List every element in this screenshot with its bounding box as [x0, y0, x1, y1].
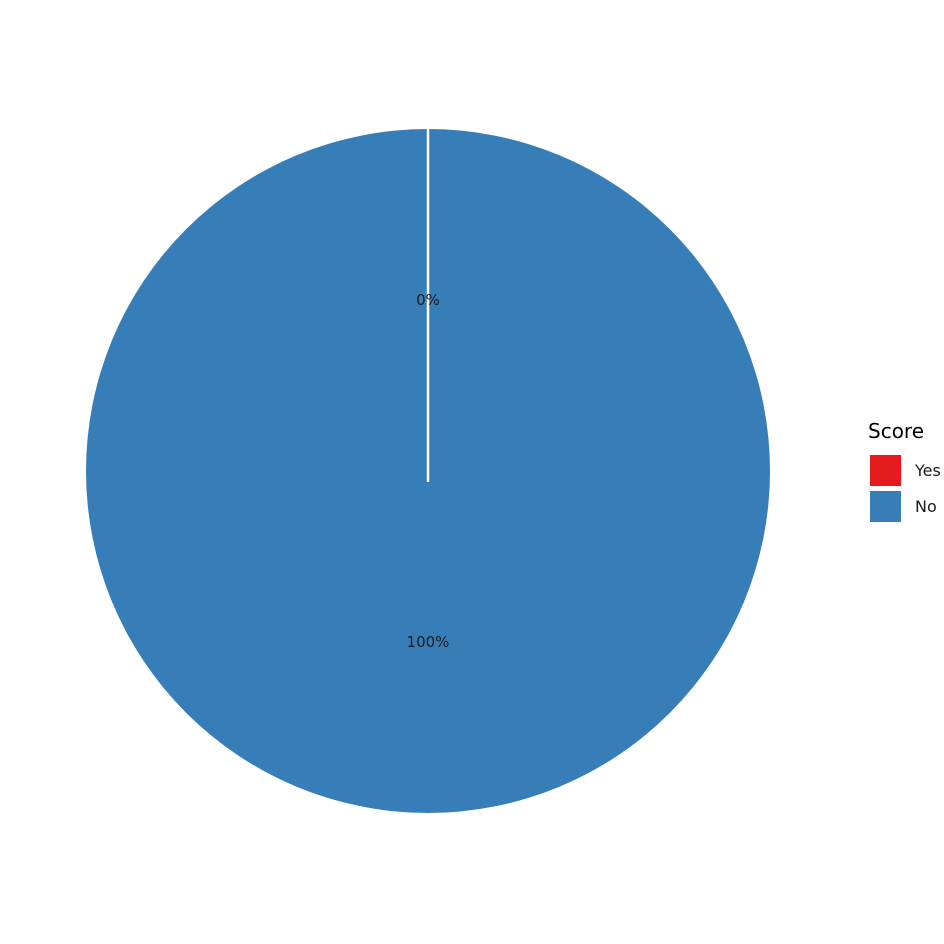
pie-labels: 0% 100%	[407, 291, 450, 651]
legend-swatch-yes	[870, 455, 901, 486]
legend-label-no: No	[915, 497, 937, 516]
pie-slices	[86, 129, 770, 813]
legend-title: Score	[868, 419, 924, 443]
pie-label-no: 100%	[407, 633, 450, 651]
legend-label-yes: Yes	[914, 461, 941, 480]
legend: Score Yes No	[868, 419, 941, 522]
pie-label-yes: 0%	[416, 291, 440, 309]
legend-items: Yes No	[870, 455, 941, 522]
legend-swatch-no	[870, 491, 901, 522]
